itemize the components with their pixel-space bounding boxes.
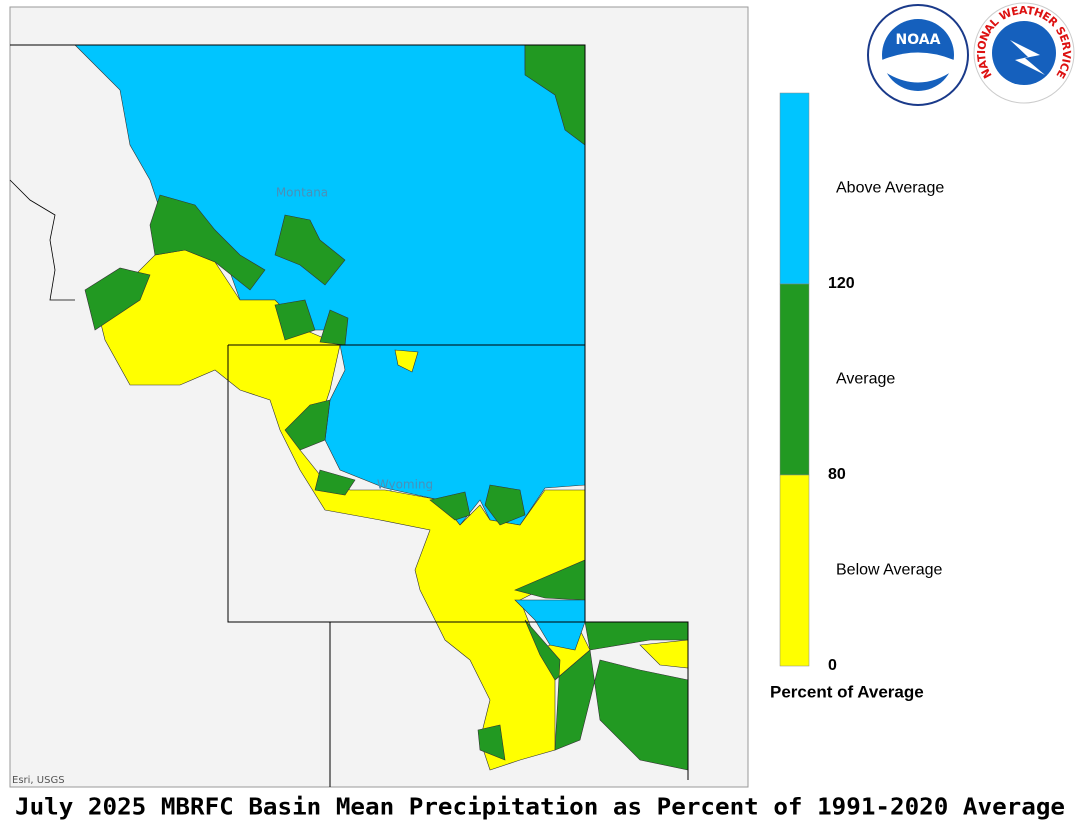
region-average [429,491,471,521]
place-label: Wyoming [377,478,433,492]
nws-logo: NATIONAL WEATHER SERVICE [973,2,1075,104]
map-title: July 2025 MBRFC Basin Mean Precipitation… [15,795,1065,821]
basins [74,44,689,771]
noaa-logo: NOAA [867,4,969,106]
region-below [99,249,591,771]
legend-label: Average [836,371,895,388]
logo-text: NOAA [896,32,941,48]
legend-title: Percent of Average [770,682,924,701]
region-average [314,469,356,496]
place-label: Montana [276,186,328,200]
region-average [274,214,346,286]
legend-swatch [779,283,810,476]
region-average [84,267,151,331]
state-borders [9,44,689,787]
legend-break: 0 [828,657,837,674]
region-below [394,349,419,373]
legend: Above Average Average Below Average 120 80 0 P… [770,92,944,701]
region-average [524,619,689,771]
legend-swatch [779,474,810,667]
region-average [149,194,266,291]
legend-break: 80 [828,466,846,483]
legend-swatch [779,92,810,285]
region-average [284,399,331,451]
legend-label: Above Average [836,180,944,197]
legend-label: Below Average [836,562,943,579]
region-average [274,299,316,341]
credit: Esri, USGS [12,775,65,786]
region-average [477,724,506,761]
region-average [484,484,526,526]
legend-break: 120 [828,275,855,292]
